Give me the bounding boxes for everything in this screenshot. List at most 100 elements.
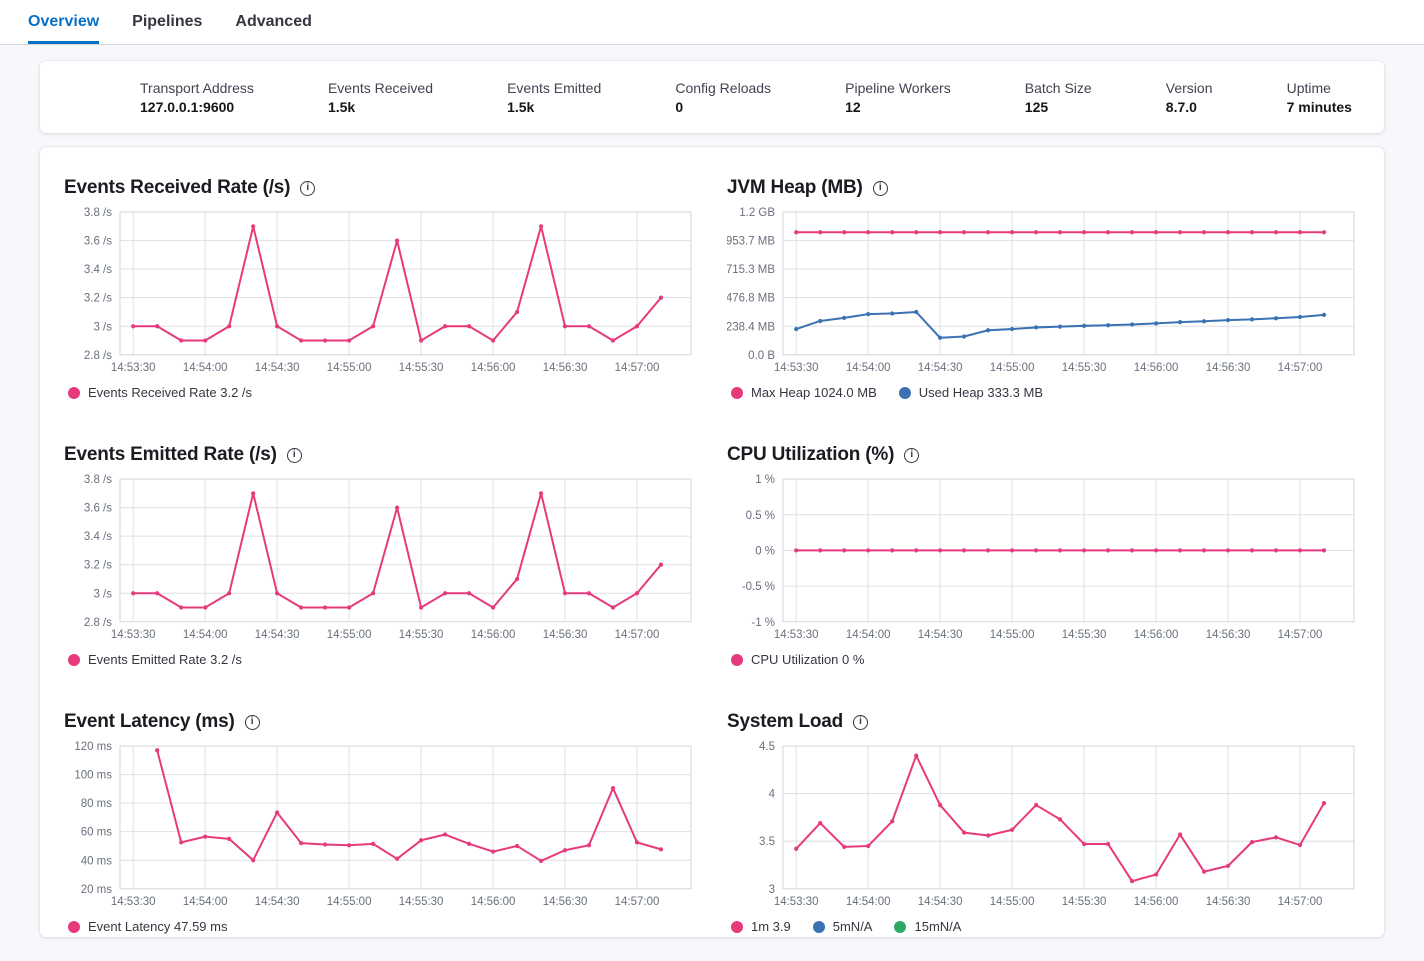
event-latency-plot[interactable]: 120 ms 100 ms 80 ms 60 ms 40 ms 20 ms14:53:30… [64,741,697,909]
legend-label: 5mN/A [832,919,873,934]
jvm-heap-chart: JVM Heap (MB) i 1.2 GB 953.7 MB 715.3 MB 476.… [727,177,1360,400]
info-icon[interactable]: i [300,180,316,196]
svg-text:14:54:00: 14:54:00 [183,629,228,641]
svg-text:14:55:00: 14:55:00 [327,896,372,908]
chart-legend: Events Emitted Rate 3.2 /s [64,652,697,667]
legend-item[interactable]: Event Latency 47.59 ms [68,919,227,934]
chart-title: Event Latency (ms) [64,711,235,732]
svg-text:3.8 /s: 3.8 /s [84,207,112,219]
svg-text:2.8 /s: 2.8 /s [84,350,112,362]
stat-label: Pipeline Workers [845,79,951,96]
stat-label: Version [1165,79,1213,96]
chart-title: Events Received Rate (/s) [64,177,291,198]
svg-text:953.7 MB: 953.7 MB [727,236,775,248]
svg-text:14:55:30: 14:55:30 [1062,896,1107,908]
legend-label: 1m 3.9 [751,919,791,934]
legend-item[interactable]: 1m 3.9 [731,919,791,934]
svg-text:14:55:00: 14:55:00 [990,362,1035,374]
tab-overview[interactable]: Overview [28,0,100,44]
stat-value: 127.0.0.1:9600 [140,98,235,115]
svg-text:14:54:00: 14:54:00 [846,896,891,908]
page-body: Transport Address 127.0.0.1:9600 Events Re… [0,45,1424,937]
svg-text:0.5 %: 0.5 % [746,510,775,522]
legend-dot-icon [731,386,743,399]
legend-item[interactable]: Max Heap 1024.0 MB [731,385,877,400]
legend-item[interactable]: CPU Utilization 0 % [731,652,864,667]
svg-text:14:55:30: 14:55:30 [399,362,444,374]
svg-text:14:55:30: 14:55:30 [399,896,444,908]
legend-dot-icon [731,653,743,666]
legend-dot-icon [68,920,80,933]
legend-item[interactable]: 5mN/A [812,919,873,934]
info-icon[interactable]: i [872,180,888,196]
stat-item: Batch Size 125 [1025,80,1092,115]
events-received-rate-chart: Events Received Rate (/s) i 3.8 /s 3.6 /s 3.… [64,177,697,400]
svg-text:14:54:30: 14:54:30 [918,896,963,908]
svg-text:14:54:30: 14:54:30 [918,362,963,374]
chart-title: CPU Utilization (%) [727,444,895,465]
chart-title: JVM Heap (MB) [727,177,863,198]
svg-text:14:53:30: 14:53:30 [111,362,156,374]
tab-advanced[interactable]: Advanced [235,13,312,30]
svg-text:3 /s: 3 /s [93,321,112,333]
svg-text:14:56:00: 14:56:00 [1134,629,1179,641]
svg-text:14:53:30: 14:53:30 [774,362,819,374]
svg-text:715.3 MB: 715.3 MB [727,264,775,276]
cpu-utilization-chart: CPU Utilization (%) i 1 % 0.5 % 0 % -0.5 % -1 … [727,444,1360,667]
svg-text:14:54:00: 14:54:00 [183,896,228,908]
stat-item: Config Reloads 0 [675,80,771,115]
info-icon[interactable]: i [244,714,260,730]
info-icon[interactable]: i [904,447,920,463]
stats-bar: Transport Address 127.0.0.1:9600 Events Re… [40,61,1384,133]
svg-text:14:56:30: 14:56:30 [543,629,588,641]
system-load-plot[interactable]: 4.5 4 3.5 314:53:30 14:54:00 14:54:30 14:55:00… [727,741,1360,909]
tab-bar: Overview Pipelines Advanced [0,0,1424,45]
info-icon[interactable]: i [286,447,302,463]
svg-text:14:57:00: 14:57:00 [1278,629,1323,641]
info-icon[interactable]: i [853,714,869,730]
legend-item[interactable]: Used Heap 333.3 MB [898,385,1043,400]
svg-text:3.6 /s: 3.6 /s [84,503,112,515]
svg-text:3.4 /s: 3.4 /s [84,531,112,543]
stat-item: Pipeline Workers 12 [845,80,951,115]
legend-dot-icon [731,920,743,933]
chart-title-row: JVM Heap (MB) i [727,177,1360,199]
stat-item: Version 8.7.0 [1166,80,1213,115]
stat-item: Events Received 1.5k [328,80,433,115]
chart-legend: Events Received Rate 3.2 /s [64,385,697,400]
svg-text:14:56:00: 14:56:00 [471,362,516,374]
svg-text:14:55:30: 14:55:30 [1062,629,1107,641]
charts-grid: Events Received Rate (/s) i 3.8 /s 3.6 /s 3.… [64,177,1360,934]
legend-label: CPU Utilization 0 % [751,652,865,667]
legend-item[interactable]: Events Emitted Rate 3.2 /s [68,652,242,667]
legend-dot-icon [894,920,907,933]
legend-item[interactable]: 15mN/A [894,919,961,934]
svg-text:238.4 MB: 238.4 MB [727,321,775,333]
svg-text:14:54:00: 14:54:00 [183,362,228,374]
stat-label: Events Received [327,79,434,96]
svg-text:3.5: 3.5 [759,836,775,848]
svg-text:120 ms: 120 ms [74,741,112,753]
legend-dot-icon [68,386,80,399]
stat-value: 12 [845,98,861,115]
events-emitted-rate-plot[interactable]: 3.8 /s 3.6 /s 3.4 /s 3.2 /s 3 /s 2.8 /s14:53:… [64,474,697,642]
svg-text:14:55:00: 14:55:00 [990,629,1035,641]
svg-text:4.5: 4.5 [759,741,775,753]
legend-item[interactable]: Events Received Rate 3.2 /s [68,385,252,400]
chart-title: Events Emitted Rate (/s) [64,444,277,465]
svg-text:3.2 /s: 3.2 /s [84,560,112,572]
svg-text:14:57:00: 14:57:00 [1278,362,1323,374]
svg-text:14:54:30: 14:54:30 [255,362,300,374]
tab-pipelines[interactable]: Pipelines [132,13,203,30]
svg-text:14:55:00: 14:55:00 [327,629,372,641]
jvm-heap-plot[interactable]: 1.2 GB 953.7 MB 715.3 MB 476.8 MB 238.4 MB 0.… [727,207,1360,375]
event-latency-chart: Event Latency (ms) i 120 ms 100 ms 80 ms 60 m… [64,711,697,934]
svg-text:40 ms: 40 ms [81,855,112,867]
svg-text:3: 3 [769,884,775,896]
cpu-utilization-plot[interactable]: 1 % 0.5 % 0 % -0.5 % -1 %14:53:30 14:54:00 14:… [727,474,1360,642]
svg-text:14:55:00: 14:55:00 [327,362,372,374]
chart-legend: Max Heap 1024.0 MB Used Heap 333.3 MB [727,385,1360,400]
svg-text:14:54:30: 14:54:30 [255,896,300,908]
events-received-rate-plot[interactable]: 3.8 /s 3.6 /s 3.4 /s 3.2 /s 3 /s 2.8 /s14:53:… [64,207,697,375]
svg-text:1 %: 1 % [755,474,775,486]
